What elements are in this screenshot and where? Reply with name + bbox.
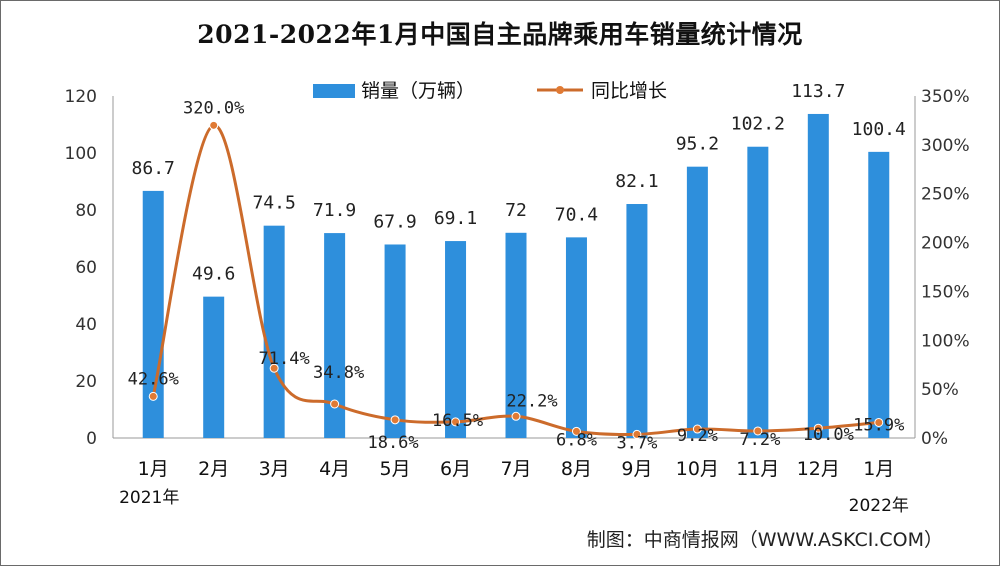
y-right-tick-label: 350% bbox=[921, 87, 970, 107]
growth-value-label: 34.8% bbox=[313, 363, 364, 383]
x-category-label: 8月 bbox=[561, 458, 592, 480]
y-right-tick-label: 0% bbox=[921, 429, 948, 449]
x-category-label: 6月 bbox=[440, 458, 471, 480]
x-category-label: 12月 bbox=[797, 458, 840, 480]
growth-point bbox=[632, 429, 642, 439]
chart-title: 2021-2022年1月中国自主品牌乘用车销量统计情况 bbox=[197, 20, 803, 49]
x-category-label: 10月 bbox=[676, 458, 719, 480]
bar-value-label: 82.1 bbox=[615, 171, 658, 192]
bar-sales bbox=[807, 113, 829, 438]
growth-point bbox=[753, 426, 763, 436]
growth-point bbox=[269, 363, 279, 373]
x-category-label: 9月 bbox=[621, 458, 652, 480]
bar-sales bbox=[384, 244, 406, 438]
bar-value-label: 70.4 bbox=[555, 204, 598, 225]
bar-sales bbox=[324, 233, 346, 438]
bar-value-label: 95.2 bbox=[676, 134, 719, 155]
y-left-tick-label: 80 bbox=[75, 201, 97, 221]
growth-value-label: 15.9% bbox=[853, 415, 904, 435]
bar-value-label: 67.9 bbox=[373, 211, 416, 232]
bar-sales bbox=[505, 232, 527, 438]
growth-point bbox=[209, 120, 219, 130]
growth-value-label: 71.4% bbox=[259, 349, 310, 369]
x-year-label-start: 2021年 bbox=[119, 488, 179, 508]
y-right-tick-label: 50% bbox=[921, 380, 959, 400]
x-category-label: 3月 bbox=[259, 458, 290, 480]
growth-point bbox=[390, 415, 400, 425]
bar-sales bbox=[445, 241, 467, 438]
bar-value-label: 71.9 bbox=[313, 200, 356, 221]
x-category-label: 4月 bbox=[319, 458, 350, 480]
bar-value-label: 72 bbox=[505, 200, 527, 221]
bar-sales bbox=[626, 204, 648, 438]
growth-point bbox=[813, 423, 823, 433]
x-category-label: 11月 bbox=[736, 458, 779, 480]
y-right-tick-label: 250% bbox=[921, 185, 970, 205]
bar-sales bbox=[686, 166, 708, 438]
legend-marker-growth bbox=[556, 86, 564, 94]
y-left-tick-label: 100 bbox=[65, 144, 97, 164]
growth-value-label: 9.2% bbox=[677, 426, 718, 446]
bar-value-label: 113.7 bbox=[791, 81, 845, 102]
x-category-label: 1月 bbox=[863, 458, 894, 480]
y-left-tick-label: 60 bbox=[75, 258, 97, 278]
x-category-label: 7月 bbox=[500, 458, 531, 480]
legend-swatch-sales bbox=[313, 84, 355, 98]
legend-label-growth: 同比增长 bbox=[591, 80, 667, 102]
source-note: 制图：中商情报网（WWW.ASKCI.COM） bbox=[586, 529, 943, 551]
growth-value-label: 22.2% bbox=[506, 391, 557, 411]
growth-point bbox=[148, 391, 158, 401]
growth-value-label: 3.7% bbox=[616, 433, 657, 453]
y-right-tick-label: 300% bbox=[921, 136, 970, 156]
growth-point bbox=[874, 417, 884, 427]
bar-sales bbox=[565, 237, 587, 438]
bar-sales bbox=[747, 146, 769, 439]
y-left-tick-label: 20 bbox=[75, 372, 97, 392]
y-right-tick-label: 150% bbox=[921, 282, 970, 302]
y-right-tick-label: 200% bbox=[921, 234, 970, 254]
bar-value-label: 49.6 bbox=[192, 264, 235, 285]
growth-point bbox=[692, 424, 702, 434]
growth-point bbox=[330, 399, 340, 409]
growth-value-label: 42.6% bbox=[128, 369, 179, 389]
growth-value-label: 6.8% bbox=[556, 430, 597, 450]
growth-point bbox=[511, 411, 521, 421]
growth-value-label: 10.0% bbox=[803, 425, 854, 445]
legend-label-sales: 销量（万辆） bbox=[361, 80, 475, 102]
y-left-tick-label: 120 bbox=[65, 87, 97, 107]
bar-value-label: 86.7 bbox=[132, 158, 175, 179]
y-left-tick-label: 0 bbox=[86, 429, 97, 449]
y-right-tick-label: 100% bbox=[921, 331, 970, 351]
x-category-label: 5月 bbox=[380, 458, 411, 480]
bar-sales bbox=[868, 151, 890, 439]
bar-value-label: 74.5 bbox=[252, 193, 295, 214]
growth-value-label: 320.0% bbox=[183, 98, 244, 118]
bar-sales bbox=[142, 190, 164, 438]
bar-value-label: 102.2 bbox=[731, 114, 785, 135]
bar-value-label: 69.1 bbox=[434, 208, 477, 229]
growth-value-label: 7.2% bbox=[739, 430, 780, 450]
x-category-label: 2月 bbox=[198, 458, 229, 480]
growth-value-label: 18.6% bbox=[367, 433, 418, 453]
bar-sales bbox=[203, 296, 225, 438]
bar-value-label: 100.4 bbox=[852, 119, 906, 140]
x-year-label-end: 2022年 bbox=[849, 496, 909, 516]
growth-point bbox=[451, 417, 461, 427]
bar-sales bbox=[263, 225, 285, 438]
growth-point bbox=[571, 426, 581, 436]
x-category-label: 1月 bbox=[138, 458, 169, 480]
y-left-tick-label: 40 bbox=[75, 315, 97, 335]
growth-value-label: 16.5% bbox=[432, 411, 483, 431]
